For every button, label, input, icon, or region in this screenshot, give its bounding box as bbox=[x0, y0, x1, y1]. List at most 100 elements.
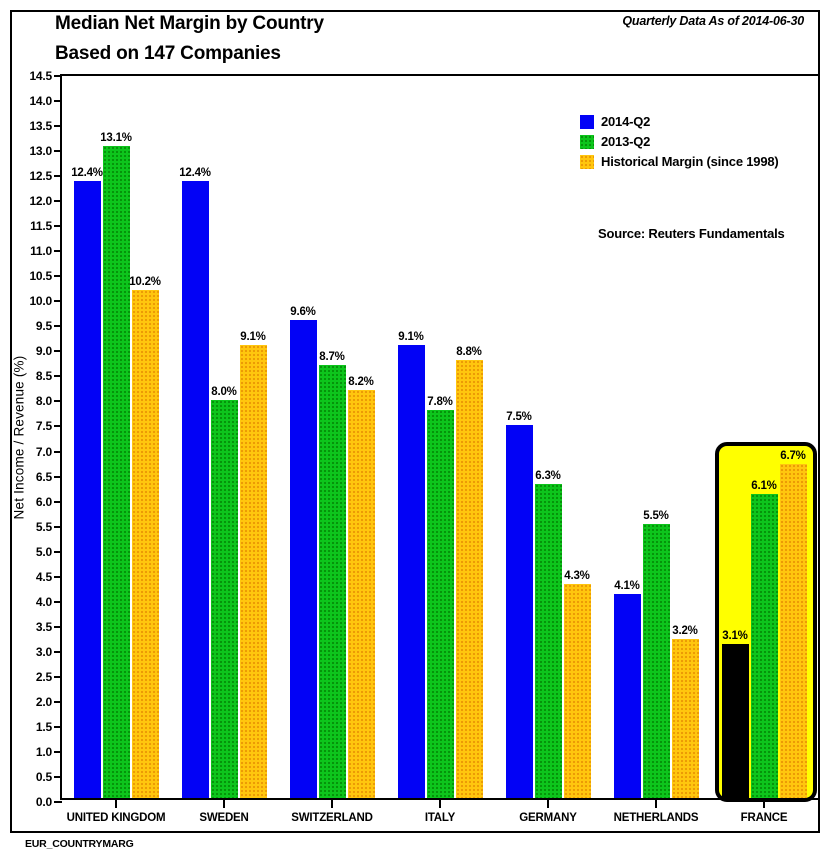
y-axis-tick-mark bbox=[54, 500, 62, 503]
y-axis-tick-mark bbox=[54, 375, 62, 378]
as-of-date-annotation: Quarterly Data As of 2014-06-30 bbox=[622, 14, 804, 28]
bar-2013-q2-sweden: 8.0% bbox=[210, 386, 238, 798]
x-axis-tick-mark bbox=[331, 800, 333, 808]
bar-group-netherlands: 4.1% 5.5% 3.2% NETHERLANDS bbox=[602, 76, 710, 824]
legend: 2014-Q2 2013-Q2 Historical Margin (since 1… bbox=[580, 114, 779, 169]
x-axis-tick-mark bbox=[763, 800, 765, 808]
chart-title-line1: Median Net Margin by Country bbox=[55, 13, 324, 34]
y-axis-tick-mark bbox=[54, 575, 62, 578]
bar-2013-q2-united-kingdom: 13.1% bbox=[100, 132, 132, 798]
legend-item-2014-q2: 2014-Q2 bbox=[580, 114, 779, 129]
y-axis-tick-label: 0.0 bbox=[35, 795, 52, 809]
y-axis-tick-mark bbox=[54, 200, 62, 203]
bar-value-label: 12.4% bbox=[179, 166, 211, 179]
y-axis-tick-mark bbox=[54, 325, 62, 328]
x-axis-category-label: FRANCE bbox=[740, 812, 788, 824]
x-axis-tick-mark bbox=[223, 800, 225, 808]
x-axis-category-label: GERMANY bbox=[519, 812, 577, 824]
bar-historical-margin-since-1998--united-kingdom: 10.2% bbox=[129, 276, 161, 798]
y-axis-tick-mark bbox=[54, 675, 62, 678]
y-axis-tick-label: 8.5 bbox=[35, 369, 52, 384]
bar-value-label: 5.5% bbox=[643, 510, 669, 523]
bar-group-italy: 9.1% 7.8% 8.8% ITALY bbox=[386, 76, 494, 824]
y-axis-tick-label: 0.5 bbox=[35, 769, 52, 784]
y-axis-tick-label: 2.0 bbox=[35, 694, 52, 709]
legend-label: 2014-Q2 bbox=[601, 114, 651, 129]
y-axis-tick-mark bbox=[54, 175, 62, 178]
y-axis-tick-label: 4.5 bbox=[35, 569, 52, 584]
bar-value-label: 7.8% bbox=[427, 395, 453, 408]
y-axis-tick-mark bbox=[54, 400, 62, 403]
source-note: Source: Reuters Fundamentals bbox=[598, 226, 785, 241]
y-axis-tick-mark bbox=[54, 225, 62, 228]
x-axis-tick-mark bbox=[115, 800, 117, 808]
bar-historical-margin-since-1998--sweden: 9.1% bbox=[239, 331, 267, 798]
bar-value-label: 3.2% bbox=[672, 624, 698, 637]
x-axis-category-label: UNITED KINGDOM bbox=[66, 812, 166, 824]
y-axis-tick-label: 13.0 bbox=[29, 144, 52, 159]
y-axis-tick-mark bbox=[54, 300, 62, 303]
chart-title-line2: Based on 147 Companies bbox=[55, 43, 281, 64]
y-axis-tick-mark bbox=[54, 250, 62, 253]
bar-group-germany: 7.5% 6.3% 4.3% GERMANY bbox=[494, 76, 602, 824]
y-axis-tick-label: 7.0 bbox=[35, 444, 52, 459]
x-axis-tick-mark bbox=[655, 800, 657, 808]
bar-historical-margin-since-1998--netherlands: 3.2% bbox=[671, 625, 699, 798]
bar-value-label: 6.1% bbox=[751, 480, 777, 493]
footer-report-code: EUR_COUNTRYMARG bbox=[25, 838, 134, 850]
bar-groups-container: 12.4% 13.1% 10.2% UNITED KINGDOM 12.4% 8.0% 9.… bbox=[62, 76, 818, 824]
y-axis-tick-label: 5.5 bbox=[35, 519, 52, 534]
y-axis-tick-label: 1.5 bbox=[35, 719, 52, 734]
y-axis-tick-label: 11.0 bbox=[30, 244, 52, 259]
y-axis-tick-label: 1.0 bbox=[35, 744, 52, 759]
bar-historical-margin-since-1998--germany: 4.3% bbox=[563, 570, 591, 798]
y-axis-tick-label: 2.5 bbox=[35, 669, 52, 684]
y-axis-tick-mark bbox=[54, 700, 62, 703]
y-axis-tick-mark bbox=[54, 475, 62, 478]
bar-historical-margin-since-1998--italy: 8.8% bbox=[455, 346, 483, 798]
y-axis-tick-mark bbox=[54, 450, 62, 453]
legend-swatch-2013-q2 bbox=[580, 134, 594, 149]
bar-value-label: 13.1% bbox=[100, 131, 132, 144]
y-axis-tick-label: 9.0 bbox=[35, 344, 52, 359]
y-axis-tick-label: 14.5 bbox=[29, 69, 52, 83]
y-axis-tick-mark bbox=[54, 425, 62, 428]
bar-value-label: 3.1% bbox=[722, 629, 748, 642]
legend-swatch-historical-margin-since-1998- bbox=[580, 154, 594, 169]
legend-item-2013-q2: 2013-Q2 bbox=[580, 134, 779, 149]
y-axis-tick-mark bbox=[54, 125, 62, 128]
y-axis-tick-mark bbox=[54, 725, 62, 728]
y-axis-tick-mark bbox=[54, 750, 62, 753]
legend-swatch-2014-q2 bbox=[580, 114, 594, 129]
bar-2013-q2-france: 6.1% bbox=[750, 480, 778, 798]
y-axis-tick-label: 6.5 bbox=[35, 469, 52, 484]
bar-2014-q2-switzerland: 9.6% bbox=[289, 306, 317, 798]
bar-2014-q2-france: 3.1% bbox=[721, 630, 749, 798]
y-axis-tick-label: 3.0 bbox=[35, 644, 52, 659]
y-axis-tick-mark bbox=[54, 600, 62, 603]
y-axis-tick-label: 10.5 bbox=[29, 269, 52, 284]
bar-2013-q2-switzerland: 8.7% bbox=[318, 351, 346, 798]
bar-value-label: 8.7% bbox=[319, 350, 345, 363]
x-axis-tick-mark bbox=[439, 800, 441, 808]
bar-2014-q2-netherlands: 4.1% bbox=[613, 580, 641, 798]
bar-value-label: 8.2% bbox=[348, 375, 374, 388]
bar-group-sweden: 12.4% 8.0% 9.1% SWEDEN bbox=[170, 76, 278, 824]
bar-value-label: 10.2% bbox=[129, 276, 161, 289]
y-axis-tick-label: 11.5 bbox=[30, 219, 52, 234]
y-axis-tick-label: 9.5 bbox=[35, 319, 52, 334]
bar-value-label: 6.7% bbox=[780, 450, 806, 463]
bar-value-label: 9.1% bbox=[240, 330, 266, 343]
bar-value-label: 4.1% bbox=[614, 579, 640, 592]
y-axis-tick-label: 3.5 bbox=[35, 619, 52, 634]
y-axis-tick-label: 6.0 bbox=[35, 494, 52, 509]
y-axis-tick-mark bbox=[54, 525, 62, 528]
y-axis-tick-mark bbox=[54, 625, 62, 628]
bar-2014-q2-sweden: 12.4% bbox=[179, 167, 211, 798]
bar-2013-q2-germany: 6.3% bbox=[534, 470, 562, 798]
bar-group-france: 3.1% 6.1% 6.7% FRANCE bbox=[710, 76, 818, 824]
bar-value-label: 7.5% bbox=[506, 410, 532, 423]
bar-value-label: 8.8% bbox=[456, 345, 482, 358]
bar-historical-margin-since-1998--switzerland: 8.2% bbox=[347, 376, 375, 798]
